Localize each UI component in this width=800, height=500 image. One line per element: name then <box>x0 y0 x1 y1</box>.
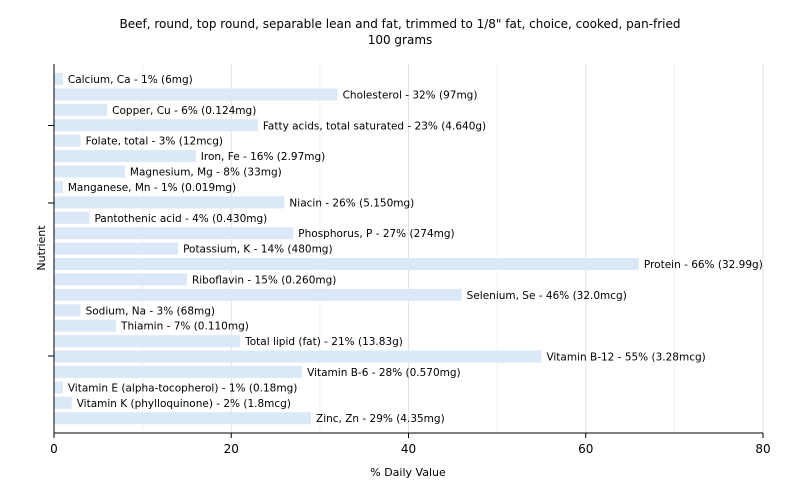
bar-label: Cholesterol - 32% (97mg) <box>343 89 478 101</box>
bar-label: Thiamin - 7% (0.110mg) <box>120 321 249 333</box>
bar-label: Sodium, Na - 3% (68mg) <box>86 305 215 317</box>
bar-label: Pantothenic acid - 4% (0.430mg) <box>94 213 267 225</box>
bar <box>54 103 108 116</box>
bar-label: Zinc, Zn - 29% (4.35mg) <box>316 413 445 425</box>
bar <box>54 165 125 178</box>
bar <box>54 381 63 394</box>
x-tick-label: 60 <box>578 442 593 456</box>
bar-label: Magnesium, Mg - 8% (33mg) <box>130 167 282 179</box>
bar-label: Vitamin B-12 - 55% (3.28mcg) <box>546 352 705 364</box>
bar-label: Fatty acids, total saturated - 23% (4.64… <box>263 120 486 132</box>
chart-subtitle: 100 grams <box>368 33 433 47</box>
bar <box>54 365 303 378</box>
x-tick-label: 0 <box>50 442 58 456</box>
bar-label: Folate, total - 3% (12mcg) <box>86 136 223 148</box>
axes: 0 20 40 60 80 <box>48 64 771 456</box>
chart-title: Beef, round, top round, separable lean a… <box>119 17 680 31</box>
bar <box>54 196 285 209</box>
bar-label: Niacin - 26% (5.150mg) <box>289 197 414 209</box>
bar <box>54 304 81 317</box>
bar-label: Iron, Fe - 16% (2.97mg) <box>201 151 325 163</box>
bar-label: Protein - 66% (32.99g) <box>644 259 763 271</box>
bar-label: Phosphorus, P - 27% (274mg) <box>298 228 454 240</box>
bar <box>54 288 462 301</box>
bar <box>54 134 81 147</box>
bar <box>54 396 72 409</box>
bar <box>54 350 542 363</box>
bar <box>54 88 338 101</box>
bar-label: Riboflavin - 15% (0.260mg) <box>192 274 336 286</box>
bar-label: Total lipid (fat) - 21% (13.83g) <box>244 336 403 348</box>
bars: Calcium, Ca - 1% (6mg) Cholesterol - 32% … <box>54 73 763 425</box>
bar-label: Vitamin E (alpha-tocopherol) - 1% (0.18m… <box>68 382 297 394</box>
bar-label: Vitamin B-6 - 28% (0.570mg) <box>307 367 461 379</box>
bar-label: Calcium, Ca - 1% (6mg) <box>68 74 193 86</box>
bar <box>54 211 90 224</box>
bar <box>54 227 294 240</box>
bar <box>54 412 312 425</box>
x-tick-label: 40 <box>401 442 416 456</box>
bar <box>54 119 258 132</box>
bar <box>54 258 639 271</box>
x-tick-label: 80 <box>755 442 770 456</box>
bar <box>54 242 179 255</box>
x-tick-label: 20 <box>224 442 239 456</box>
bar <box>54 335 241 348</box>
x-axis-label: % Daily Value <box>370 466 446 479</box>
bar-label: Manganese, Mn - 1% (0.019mg) <box>68 182 236 194</box>
bar <box>54 150 196 163</box>
bar-label: Copper, Cu - 6% (0.124mg) <box>112 105 256 117</box>
bar <box>54 73 63 85</box>
bar <box>54 319 117 332</box>
bar <box>54 273 187 286</box>
y-axis-label: Nutrient <box>35 225 48 271</box>
bar <box>54 180 63 193</box>
bar-label: Selenium, Se - 46% (32.0mcg) <box>467 290 627 302</box>
bar-label: Vitamin K (phylloquinone) - 2% (1.8mcg) <box>77 398 291 410</box>
bar-label: Potassium, K - 14% (480mg) <box>183 244 333 256</box>
